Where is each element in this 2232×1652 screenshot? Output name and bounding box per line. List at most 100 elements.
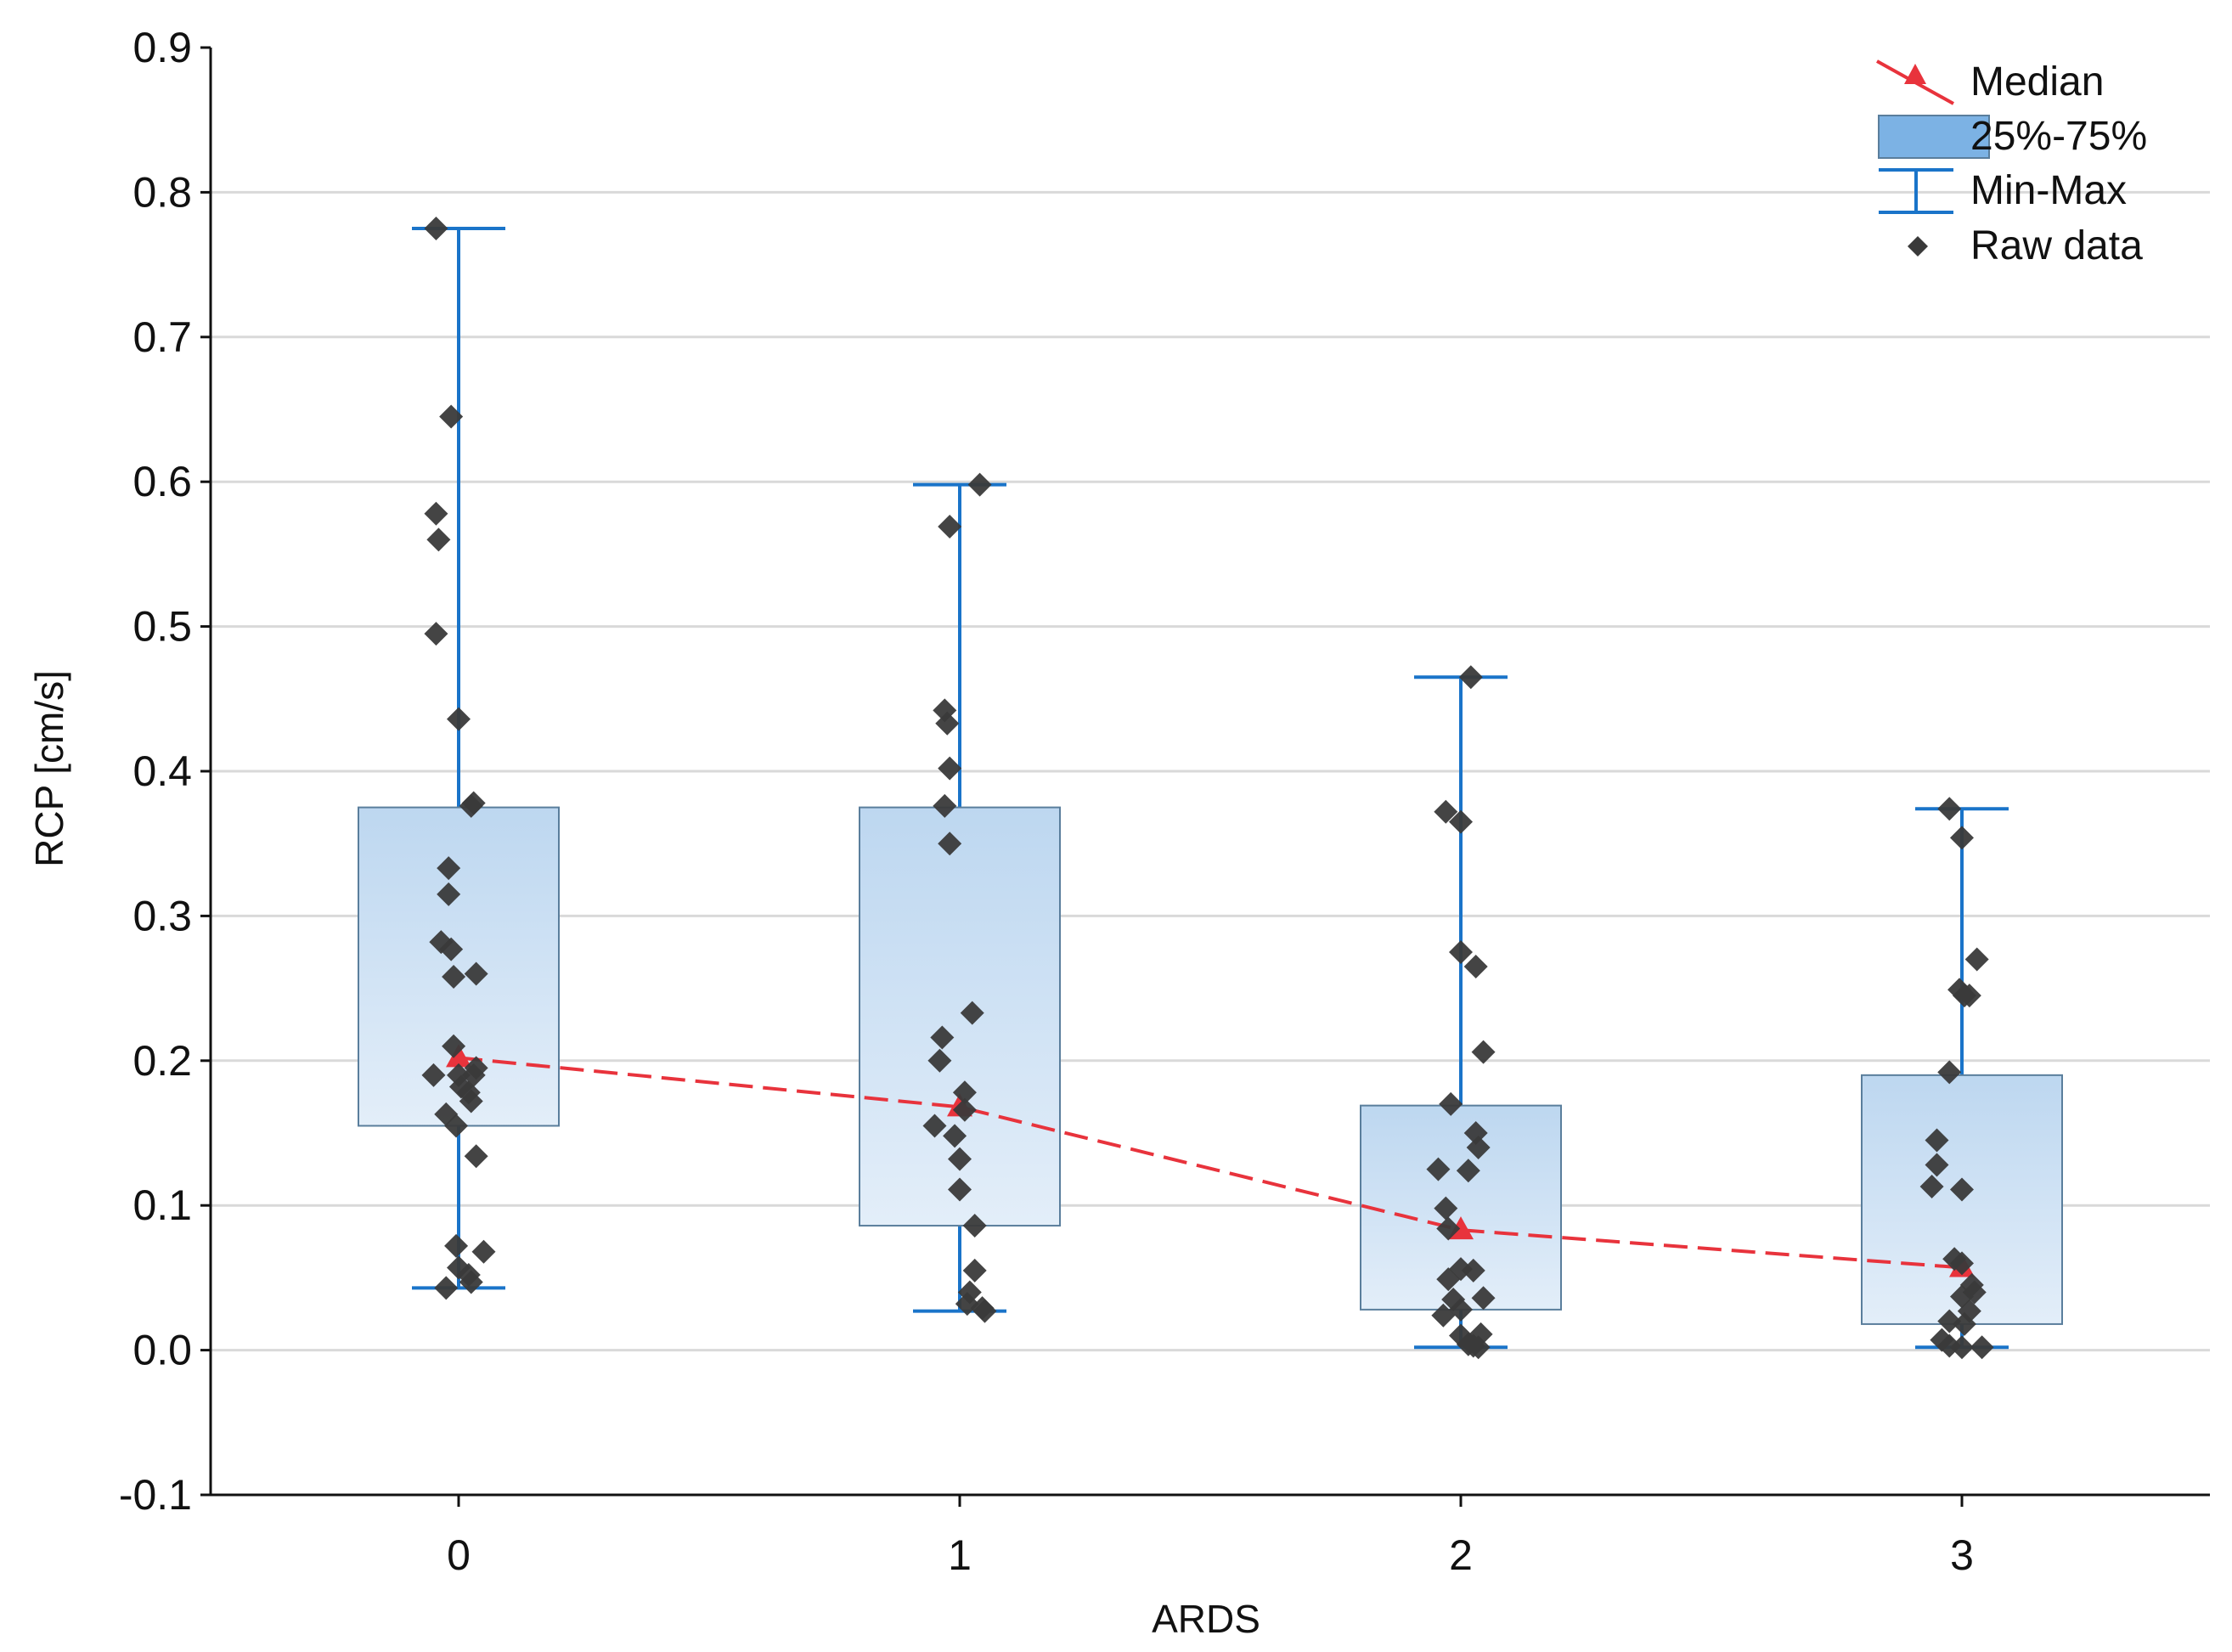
legend-raw-symbol — [1908, 236, 1928, 257]
y-tick-label: 0.7 — [132, 313, 192, 361]
raw-point — [1426, 1157, 1451, 1181]
raw-point — [1925, 1153, 1949, 1177]
raw-point — [447, 707, 471, 731]
raw-point — [927, 1048, 952, 1073]
x-tick-label: 3 — [1950, 1531, 1974, 1579]
legend-median-label: Median — [1970, 59, 2104, 104]
raw-data-points — [421, 217, 1994, 1360]
raw-point — [439, 404, 464, 429]
raw-point — [459, 1089, 483, 1114]
raw-point — [935, 711, 960, 736]
axes: -0.1 0.0 0.1 0.2 0.3 0.4 0.5 0.6 0.7 0.8 0.9 0 1 2 3 — [119, 24, 2210, 1579]
raw-point — [943, 1124, 967, 1148]
raw-point — [922, 1114, 947, 1138]
raw-point — [1957, 984, 1981, 1008]
raw-point — [437, 856, 461, 881]
y-tick-label: 0.3 — [132, 892, 192, 939]
raw-point — [1456, 1159, 1480, 1183]
x-axis-title: ARDS — [1152, 1597, 1260, 1641]
raw-point — [1471, 1286, 1496, 1311]
raw-point — [1434, 1196, 1458, 1221]
raw-point — [1431, 1303, 1456, 1328]
raw-point — [459, 793, 483, 818]
raw-point — [1439, 1091, 1463, 1116]
raw-point — [967, 472, 992, 497]
legend: Median 25%-75% Min-Max Raw data — [1876, 59, 2147, 268]
y-tick-label: 0.6 — [132, 458, 192, 505]
raw-point — [1937, 797, 1962, 821]
raw-point — [938, 756, 962, 781]
x-tick-label: 1 — [948, 1531, 972, 1579]
raw-point — [1970, 1335, 1994, 1360]
raw-point — [1937, 1309, 1962, 1333]
raw-point — [1449, 940, 1473, 964]
raw-point — [1925, 1128, 1949, 1153]
y-axis-title: RCP [cm/s] — [27, 670, 71, 867]
raw-point — [1466, 1136, 1491, 1160]
y-tick-label: 0.1 — [132, 1181, 192, 1229]
raw-point — [948, 1177, 972, 1202]
raw-point — [1463, 955, 1488, 979]
raw-point — [471, 1239, 496, 1264]
raw-point — [1434, 799, 1458, 824]
median-trend-line — [458, 1056, 1963, 1270]
boxes — [358, 227, 2063, 1350]
raw-point — [1950, 1251, 1974, 1276]
raw-point — [1458, 665, 1483, 690]
legend-minmax-symbol — [1879, 168, 1953, 214]
raw-point — [1471, 1040, 1496, 1064]
raw-point — [1950, 1335, 1974, 1360]
raw-point — [933, 793, 957, 818]
raw-point — [1950, 826, 1974, 850]
y-tick-label: -0.1 — [119, 1471, 192, 1519]
raw-point — [424, 501, 448, 526]
raw-point — [938, 515, 962, 539]
raw-point — [962, 1214, 987, 1238]
raw-point — [938, 832, 962, 856]
raw-point — [960, 1001, 984, 1025]
y-tick-label: 0.4 — [132, 747, 192, 795]
y-tick-label: 0.0 — [132, 1327, 192, 1374]
median-marker — [446, 1044, 471, 1068]
legend-minmax-label: Min-Max — [1970, 168, 2127, 213]
raw-point — [1952, 1311, 1976, 1336]
raw-point — [464, 1144, 488, 1169]
raw-point — [952, 1080, 977, 1105]
raw-point — [1950, 1177, 1974, 1202]
raw-point — [424, 622, 448, 646]
raw-point — [1449, 809, 1473, 834]
raw-point — [444, 1114, 469, 1138]
raw-point — [459, 1270, 483, 1294]
y-tick-label: 0.2 — [132, 1037, 192, 1085]
raw-point — [1436, 1267, 1461, 1292]
raw-point — [424, 217, 448, 240]
raw-point — [444, 1233, 469, 1258]
raw-point — [962, 1258, 987, 1283]
raw-point — [1919, 1175, 1944, 1199]
raw-point — [464, 961, 488, 986]
y-tick-label: 0.5 — [132, 603, 192, 651]
median-trend — [446, 1044, 1975, 1277]
raw-point — [437, 882, 461, 906]
raw-point — [972, 1299, 997, 1323]
raw-point — [442, 1034, 466, 1058]
raw-point — [1461, 1258, 1485, 1283]
y-tick-label: 0.9 — [132, 24, 192, 71]
raw-point — [426, 527, 451, 552]
raw-point — [952, 1097, 977, 1122]
y-tick-label: 0.8 — [132, 168, 192, 216]
raw-point — [434, 1276, 459, 1300]
x-tick-label: 2 — [1449, 1531, 1473, 1579]
raw-point — [1436, 1216, 1461, 1241]
legend-iqr-label: 25%-75% — [1970, 114, 2147, 159]
raw-point — [1466, 1335, 1491, 1360]
raw-point — [1463, 1121, 1488, 1145]
raw-point — [930, 1025, 955, 1050]
legend-median-symbol — [1876, 59, 1954, 105]
legend-iqr-swatch — [1878, 115, 1990, 159]
raw-point — [461, 1063, 486, 1087]
raw-point — [1964, 947, 1989, 972]
raw-point — [1937, 1060, 1962, 1085]
raw-point — [421, 1063, 446, 1087]
